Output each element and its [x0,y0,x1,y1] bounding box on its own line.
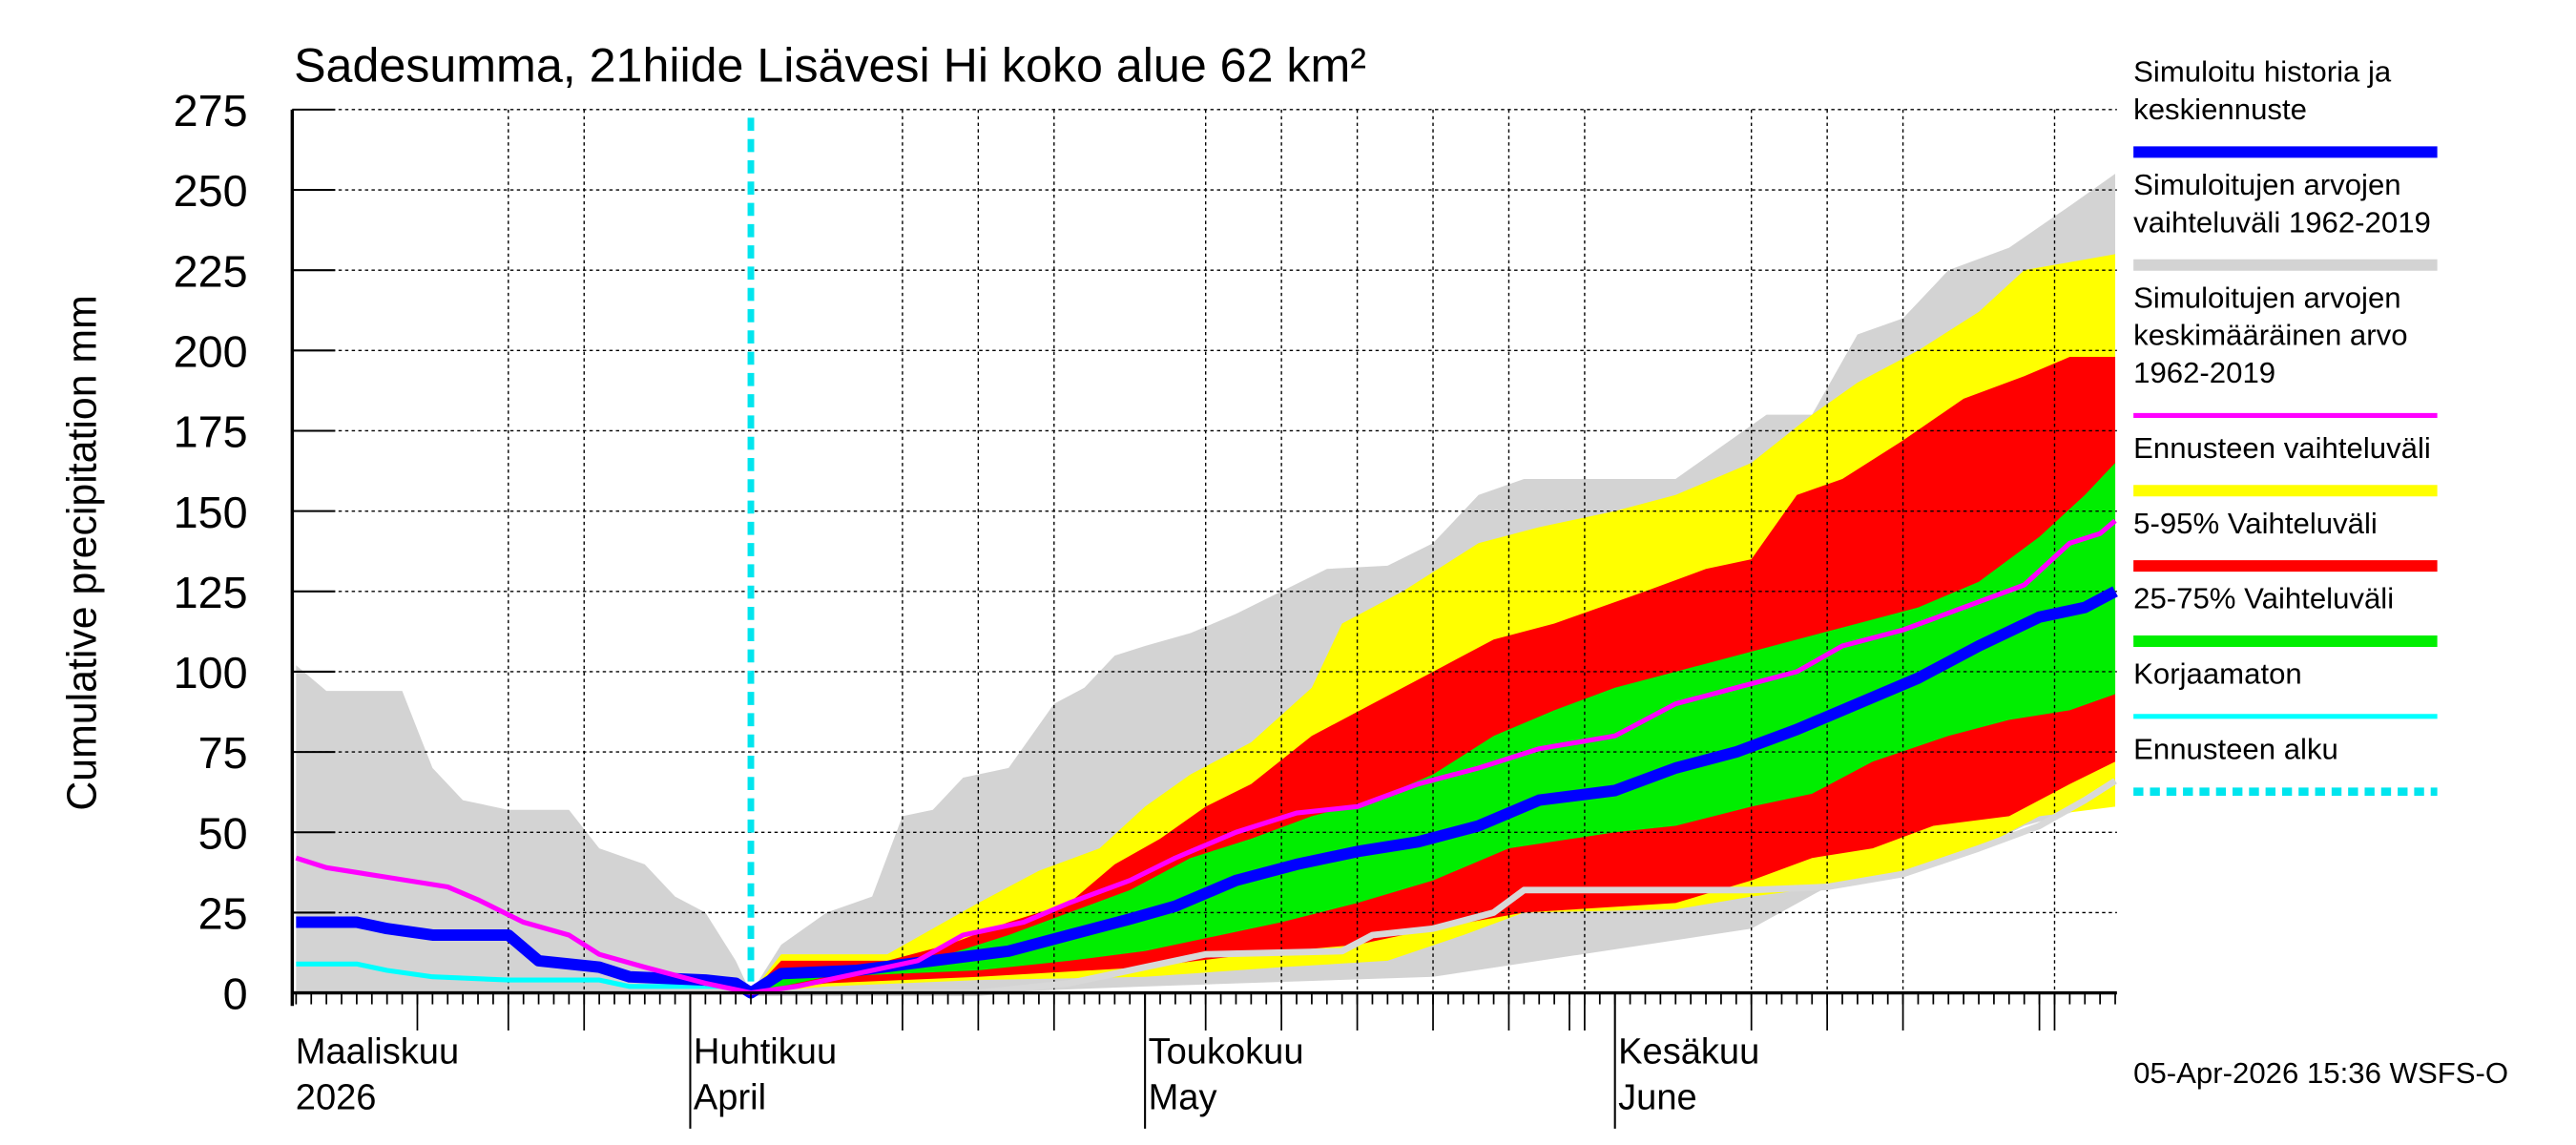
month-sublabel: 2026 [296,1077,377,1117]
chart-title: Sadesumma, 21hiide Lisävesi Hi koko alue… [294,39,1366,93]
y-tick-label: 275 [174,86,248,135]
legend-label: Simuloitujen arvojen [2133,281,2400,314]
series-line-2 [296,586,2118,999]
legend-label: Ennusteen alku [2133,733,2338,766]
month-sublabel: May [1149,1077,1217,1117]
axes-layer: 0 25 50 75 100 125 150 175 200 225 250 275 Maaliskuu… [174,86,2117,1129]
y-tick-label: 225 [174,247,248,297]
series-line-0 [751,778,2117,996]
series-line-3 [295,518,2117,996]
y-tick-label: 175 [174,407,248,457]
band-3 [751,463,2116,993]
y-tick-label: 0 [223,969,248,1019]
y-tick-label: 100 [174,648,248,697]
legend-label: Korjaamaton [2133,657,2302,691]
legend-label: 25-75% Vaihteluväli [2133,582,2394,615]
y-tick-label: 75 [198,728,248,778]
legend-label: keskiennuste [2133,93,2307,126]
month-sublabel: April [694,1077,766,1117]
legend-label: 1962-2019 [2133,356,2275,389]
month-label: Toukokuu [1149,1031,1304,1072]
month-label: Kesäkuu [1618,1031,1759,1072]
y-tick-label: 125 [174,568,248,617]
month-label: Huhtikuu [694,1031,837,1072]
legend-label: 5-95% Vaihteluväli [2133,507,2378,540]
y-tick-label: 200 [174,327,248,377]
month-sublabel: June [1618,1077,1697,1117]
grid-layer [292,109,2117,993]
y-tick-label: 150 [174,488,248,537]
month-label: Maaliskuu [296,1031,459,1072]
legend: Simuloitu historia ja keskiennuste Simuloi… [2133,55,2438,796]
y-tick-label: 50 [198,809,248,859]
y-axis-label: Cumulative precipitation mm [59,295,105,810]
footer-timestamp: 05-Apr-2026 15:36 WSFS-O [2133,1056,2508,1090]
legend-label: keskimääräinen arvo [2133,319,2407,352]
y-tick-label: 250 [174,166,248,216]
legend-label: Simuloitujen arvojen [2133,168,2400,201]
series-line-1 [296,961,753,995]
legend-label: Simuloitu historia ja [2133,55,2392,89]
legend-label: Ennusteen vaihteluväli [2133,431,2431,465]
legend-label: vaihteluväli 1962-2019 [2133,206,2431,239]
lines-layer [295,117,2118,999]
y-tick-label: 25 [198,889,248,939]
